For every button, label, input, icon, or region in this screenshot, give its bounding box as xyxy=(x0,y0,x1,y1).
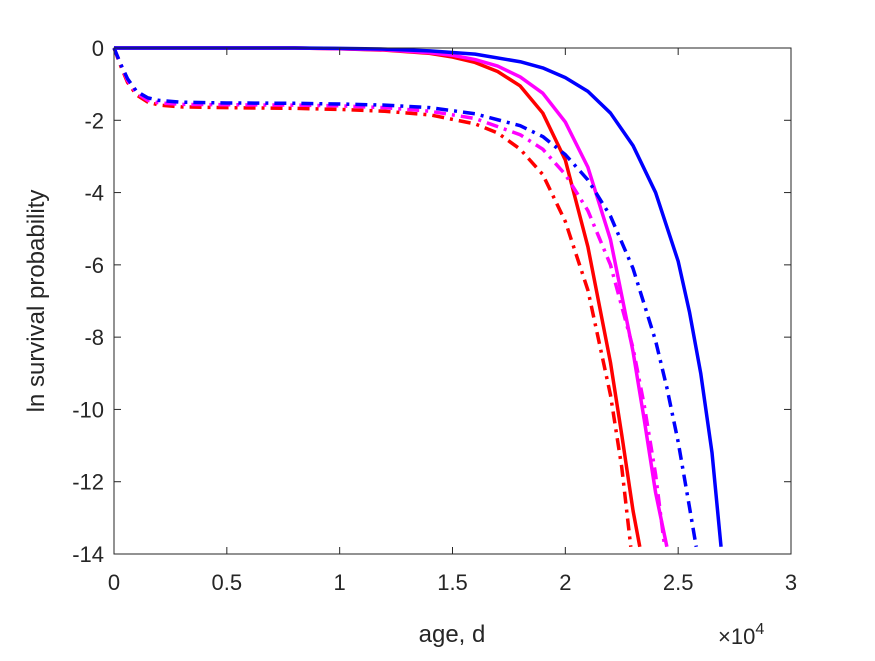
y-tick-label: -10 xyxy=(72,397,104,422)
series-line-6 xyxy=(112,47,698,548)
y-tick-label: -14 xyxy=(72,542,104,567)
x-axis-label: age, d xyxy=(419,621,486,648)
plot-area xyxy=(114,48,791,554)
x-exponent-power: 4 xyxy=(755,621,764,638)
x-tick-label: 0.5 xyxy=(212,570,243,595)
y-axis-label: ln survival probability xyxy=(23,190,50,413)
y-tick-label: -6 xyxy=(84,253,104,278)
y-tick-label: -8 xyxy=(84,325,104,350)
x-tick-label: 1.5 xyxy=(437,570,468,595)
x-tick-label: 1 xyxy=(334,570,346,595)
y-tick-label: -2 xyxy=(84,108,104,133)
ticks-layer: 0 0.5 1 1.5 2 2.5 3 0 -2 -4 -6 -8 -10 -12 -14 xyxy=(72,36,797,595)
x-exponent-base: ×10 xyxy=(718,624,755,649)
y-tick-label: -4 xyxy=(84,181,104,206)
x-tick-label: 2 xyxy=(559,570,571,595)
x-tick-label: 3 xyxy=(785,570,797,595)
y-tick-label: -12 xyxy=(72,470,104,495)
x-tick-label: 2.5 xyxy=(663,570,694,595)
x-exponent-label: ×104 xyxy=(718,621,764,649)
y-tick-label: 0 xyxy=(92,36,104,61)
x-tick-label: 0 xyxy=(108,570,120,595)
series-line-5 xyxy=(112,47,667,547)
